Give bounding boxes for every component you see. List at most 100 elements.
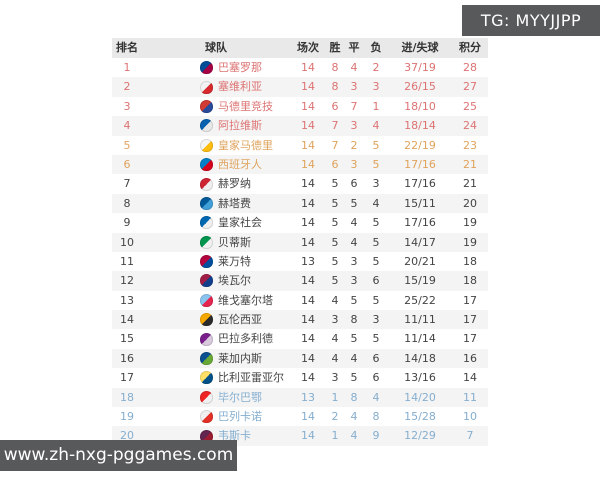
table-row: 7 赫罗纳 14 5 6 3 17/16 21 [112,174,488,194]
header-losses: 负 [370,41,382,54]
team-name-link[interactable]: 赫塔费 [218,196,251,210]
rank-cell: 14 [120,313,134,327]
rank-cell: 5 [123,138,131,152]
losses-cell: 5 [372,138,380,152]
played-cell: 14 [301,216,315,230]
table-row: 3 马德里竞技 14 6 7 1 18/10 25 [112,96,488,117]
team-name-link[interactable]: 皇家马德里 [218,138,273,152]
rank-cell: 12 [120,274,134,288]
table-row: 5 皇家马德里 14 7 2 5 22/19 23 [112,135,488,155]
team-name-link[interactable]: 马德里竞技 [218,99,273,113]
team-crest-icon [200,274,213,288]
points-cell: 14 [463,371,477,385]
played-cell: 14 [301,119,315,133]
team-crest-icon [200,99,213,113]
team-cell: 马德里竞技 [142,97,290,116]
draws-cell: 4 [350,410,358,424]
losses-cell: 8 [372,410,380,424]
played-cell: 14 [301,196,315,210]
team-name-link[interactable]: 韦斯卡 [218,429,251,443]
table-row: 12 埃瓦尔 14 5 3 6 15/19 18 [112,271,488,291]
rank-cell: 20 [120,429,134,443]
team-crest-icon [200,80,213,94]
goals-cell: 14/20 [404,390,436,404]
goals-cell: 13/16 [404,371,436,385]
team-name-link[interactable]: 巴塞罗那 [218,61,262,74]
team-crest-icon [200,313,213,327]
team-name-link[interactable]: 巴列卡诺 [218,410,262,424]
team-cell: 埃瓦尔 [142,271,290,290]
team-name-link[interactable]: 比利亚雷亚尔 [218,371,284,385]
team-cell: 赫罗纳 [142,174,290,193]
team-name-link[interactable]: 贝蒂斯 [218,235,251,249]
wins-cell: 6 [331,99,339,113]
wins-cell: 7 [331,119,339,133]
played-cell: 14 [301,80,315,94]
played-cell: 14 [301,177,315,191]
table-body: 1 巴塞罗那 14 8 4 2 37/19 28 2 塞维利亚 14 8 3 3 26/15 27 3 马德里竞技… [112,58,488,446]
wins-cell: 5 [331,235,339,249]
team-cell: 西班牙人 [142,155,290,174]
team-name-link[interactable]: 巴拉多利德 [218,332,273,346]
table-row: 1 巴塞罗那 14 8 4 2 37/19 28 [112,58,488,78]
losses-cell: 5 [372,157,380,171]
team-name-link[interactable]: 毕尔巴鄂 [218,390,262,404]
losses-cell: 4 [372,390,380,404]
losses-cell: 5 [372,216,380,230]
losses-cell: 6 [372,351,380,365]
team-crest-icon [200,255,213,269]
rank-cell: 1 [123,61,131,74]
team-name-link[interactable]: 赫罗纳 [218,177,251,191]
team-crest-icon [200,332,213,346]
team-name-link[interactable]: 维戈塞尔塔 [218,293,273,307]
rank-cell: 11 [120,254,134,268]
team-crest-icon [200,390,213,404]
team-crest-icon [200,429,213,443]
losses-cell: 5 [372,332,380,346]
team-name-link[interactable]: 莱万特 [218,254,251,268]
losses-cell: 2 [372,61,380,74]
team-name-link[interactable]: 莱加内斯 [218,351,262,365]
played-cell: 14 [301,235,315,249]
points-cell: 17 [463,293,477,307]
losses-cell: 3 [372,80,380,94]
team-crest-icon [200,293,213,307]
points-cell: 25 [463,99,477,113]
played-cell: 14 [301,410,315,424]
played-cell: 14 [301,313,315,327]
played-cell: 14 [301,293,315,307]
wins-cell: 5 [331,254,339,268]
table-row: 13 维戈塞尔塔 14 4 5 5 25/22 17 [112,290,488,311]
team-name-link[interactable]: 阿拉维斯 [218,119,262,133]
rank-cell: 16 [120,351,134,365]
played-cell: 13 [301,254,315,268]
rank-cell: 6 [123,157,131,171]
team-name-link[interactable]: 西班牙人 [218,157,262,171]
draws-cell: 5 [350,371,358,385]
losses-cell: 3 [372,313,380,327]
draws-cell: 5 [350,332,358,346]
draws-cell: 4 [350,61,358,74]
team-cell: 巴塞罗那 [142,58,290,77]
draws-cell: 4 [350,351,358,365]
team-name-link[interactable]: 皇家社会 [218,216,262,230]
goals-cell: 25/22 [404,293,436,307]
header-goals: 进/失球 [401,41,439,54]
team-name-link[interactable]: 埃瓦尔 [218,274,251,288]
team-cell: 比利亚雷亚尔 [142,368,290,387]
wins-cell: 2 [331,410,339,424]
wins-cell: 8 [331,80,339,94]
points-cell: 28 [463,61,477,74]
table-row: 11 莱万特 13 5 3 5 20/21 18 [112,251,488,272]
draws-cell: 3 [350,254,358,268]
goals-cell: 14/17 [404,235,436,249]
team-name-link[interactable]: 塞维利亚 [218,80,262,94]
rank-cell: 15 [120,332,134,346]
goals-cell: 12/29 [404,429,436,443]
draws-cell: 5 [350,196,358,210]
team-cell: 巴列卡诺 [142,407,290,426]
team-name-link[interactable]: 瓦伦西亚 [218,313,262,327]
draws-cell: 8 [350,313,358,327]
team-cell: 塞维利亚 [142,77,290,96]
table-row: 16 莱加内斯 14 4 4 6 14/18 16 [112,348,488,369]
